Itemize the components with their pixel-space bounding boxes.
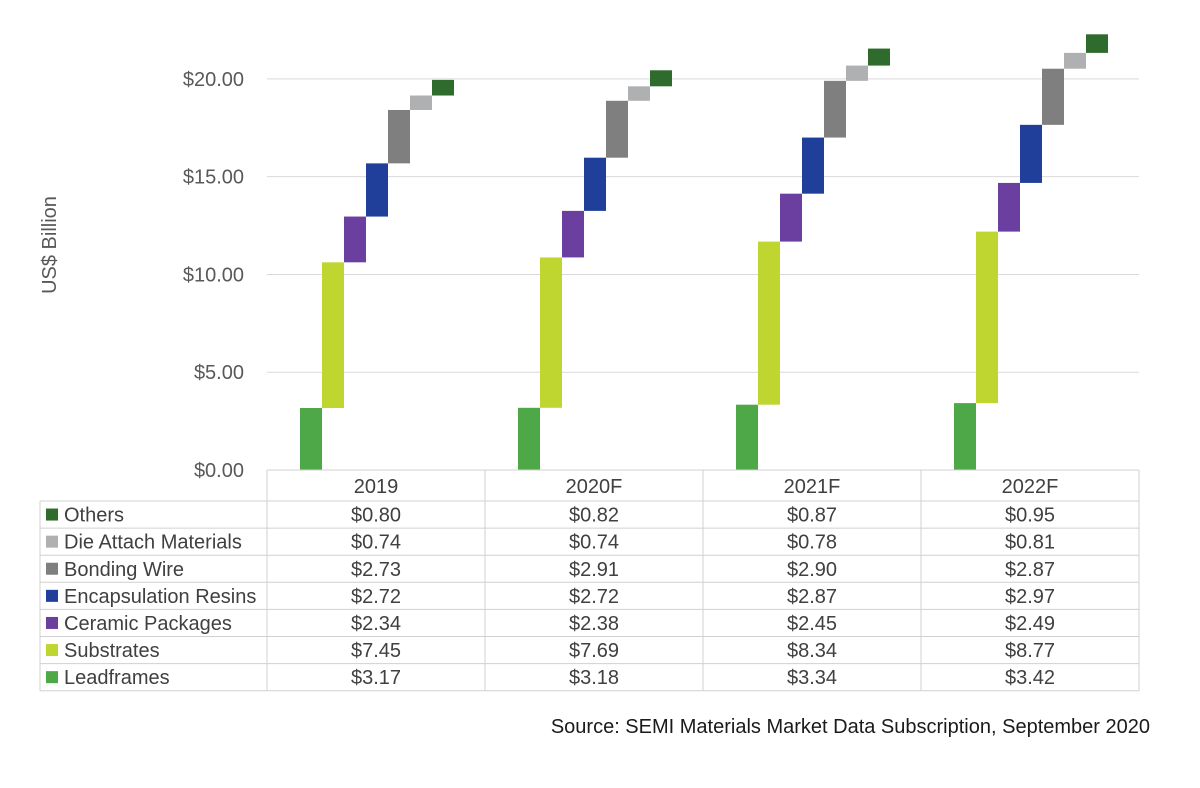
legend-swatch bbox=[46, 589, 58, 602]
legend-swatch bbox=[46, 644, 58, 657]
category-label: 2019 bbox=[354, 476, 399, 498]
table-value: $2.87 bbox=[787, 586, 837, 608]
category-label: 2022F bbox=[1002, 476, 1059, 498]
legend-label: Ceramic Packages bbox=[64, 613, 232, 635]
table-value: $0.87 bbox=[787, 505, 837, 527]
bar-segment bbox=[584, 157, 606, 211]
category-label: 2021F bbox=[784, 476, 841, 498]
table-value: $3.42 bbox=[1005, 667, 1055, 689]
table-value: $2.34 bbox=[351, 613, 401, 635]
table-value: $2.87 bbox=[1005, 559, 1055, 581]
table-value: $8.34 bbox=[787, 640, 837, 662]
bar-segment bbox=[562, 210, 584, 258]
legend-label: Die Attach Materials bbox=[64, 532, 242, 554]
legend-swatch bbox=[46, 508, 58, 521]
bar-segment bbox=[322, 262, 344, 409]
category-label: 2020F bbox=[566, 476, 623, 498]
y-tick-label: $0.00 bbox=[194, 460, 244, 482]
bar-segment bbox=[868, 48, 890, 66]
legend-label: Substrates bbox=[64, 640, 160, 662]
bar-segment bbox=[976, 231, 998, 404]
table-value: $2.72 bbox=[351, 586, 401, 608]
legend-swatch bbox=[46, 671, 58, 684]
table-value: $2.90 bbox=[787, 559, 837, 581]
y-axis-label: US$ Billion bbox=[39, 196, 61, 294]
bar-segment bbox=[432, 79, 454, 96]
bar-segment bbox=[1020, 124, 1042, 183]
table-value: $0.81 bbox=[1005, 532, 1055, 554]
bar-segment bbox=[388, 109, 410, 164]
bar-segment bbox=[736, 404, 758, 470]
legend-label: Leadframes bbox=[64, 667, 170, 689]
bar-segment bbox=[780, 193, 802, 242]
bar-segment bbox=[410, 95, 432, 110]
y-tick-label: $15.00 bbox=[183, 167, 244, 189]
bar-segment bbox=[366, 163, 388, 217]
table-value: $7.69 bbox=[569, 640, 619, 662]
table-value: $0.95 bbox=[1005, 505, 1055, 527]
source-note: Source: SEMI Materials Market Data Subsc… bbox=[550, 716, 1150, 738]
bar-segment bbox=[954, 403, 976, 470]
table-value: $0.74 bbox=[351, 532, 401, 554]
y-tick-label: $10.00 bbox=[183, 264, 244, 286]
bar-segment bbox=[1086, 34, 1108, 53]
legend-label: Bonding Wire bbox=[64, 559, 184, 581]
table-value: $8.77 bbox=[1005, 640, 1055, 662]
bar-segment bbox=[824, 80, 846, 138]
table-value: $7.45 bbox=[351, 640, 401, 662]
table-value: $0.74 bbox=[569, 532, 619, 554]
table-value: $0.80 bbox=[351, 505, 401, 527]
table-value: $3.17 bbox=[351, 667, 401, 689]
bar-segment bbox=[344, 216, 366, 263]
bar-segment bbox=[998, 182, 1020, 232]
bar-segment bbox=[606, 100, 628, 158]
legend-swatch bbox=[46, 616, 58, 629]
y-axis-ticks: $0.00 $5.00 $10.00 $15.00 $20.00 bbox=[183, 69, 244, 482]
table-value: $0.82 bbox=[569, 505, 619, 527]
table-value: $3.18 bbox=[569, 667, 619, 689]
table-value: $2.49 bbox=[1005, 613, 1055, 635]
legend-swatch bbox=[46, 562, 58, 575]
legend-label: Encapsulation Resins bbox=[64, 586, 256, 608]
table-value: $2.72 bbox=[569, 586, 619, 608]
bar-segment bbox=[846, 65, 868, 81]
bar-segment bbox=[1064, 52, 1086, 69]
table-value: $2.45 bbox=[787, 613, 837, 635]
bar-segments bbox=[300, 34, 1108, 470]
bar-segment bbox=[650, 70, 672, 87]
table-value: $3.34 bbox=[787, 667, 837, 689]
table-value: $0.78 bbox=[787, 532, 837, 554]
legend-swatch bbox=[46, 535, 58, 548]
y-tick-label: $5.00 bbox=[194, 362, 244, 384]
table-value: $2.38 bbox=[569, 613, 619, 635]
bar-segment bbox=[1042, 68, 1064, 125]
table-value: $2.91 bbox=[569, 559, 619, 581]
legend-label: Others bbox=[64, 505, 124, 527]
table-value: $2.73 bbox=[351, 559, 401, 581]
y-tick-label: $20.00 bbox=[183, 69, 244, 91]
table-value: $2.97 bbox=[1005, 586, 1055, 608]
bar-segment bbox=[300, 408, 322, 470]
bar-segment bbox=[758, 241, 780, 405]
bar-segment bbox=[518, 407, 540, 470]
data-table: 2019 2020F 2021F 2022F Others $0.80 $0.82 $0.87… bbox=[39, 469, 1140, 692]
bar-segment bbox=[628, 86, 650, 101]
bar-segment bbox=[540, 257, 562, 408]
bar-segment bbox=[802, 137, 824, 194]
